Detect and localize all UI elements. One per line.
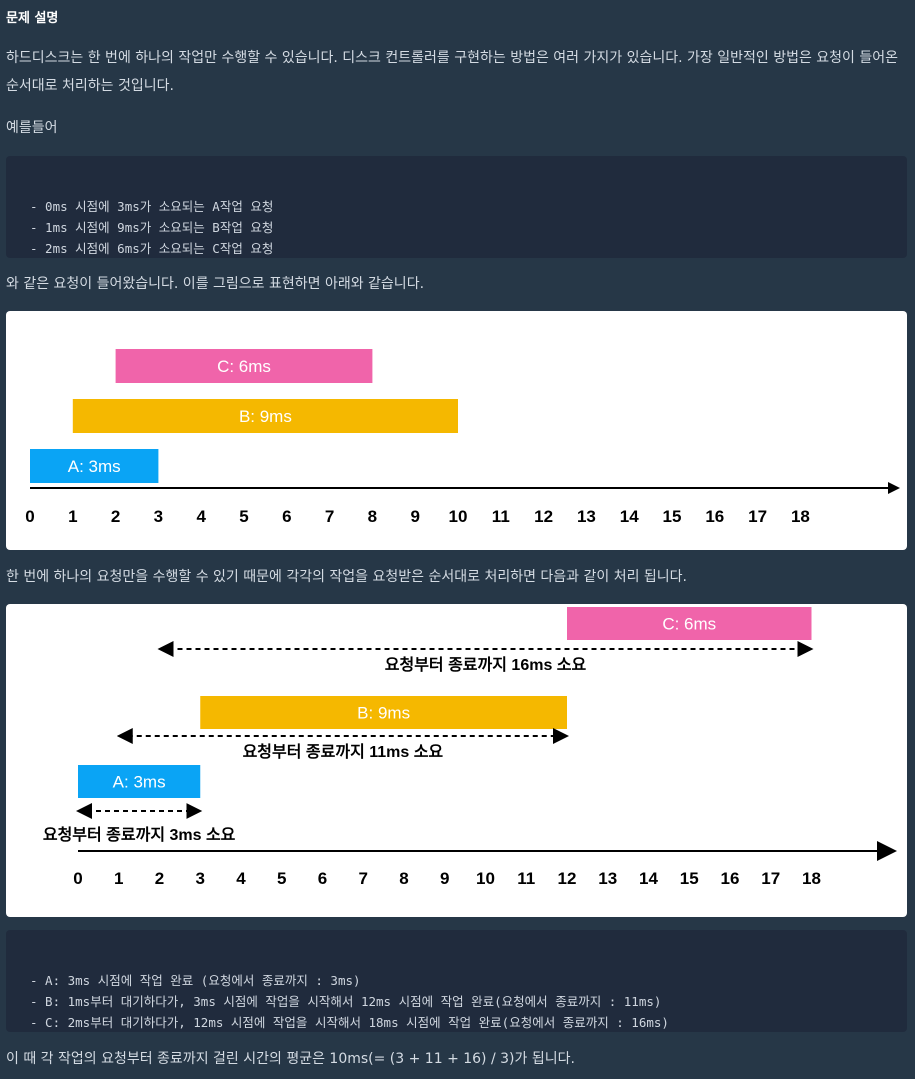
intro: 하드디스크는 한 번에 하나의 작업만 수행할 수 있습니다. 디스크 컨트롤러… <box>6 50 899 94</box>
example-label: 예를들어 <box>6 120 58 136</box>
tick-label: 2 <box>155 869 164 888</box>
tick-label: 15 <box>663 507 682 526</box>
tick-label: 5 <box>277 869 286 888</box>
code-line: - B: 1ms부터 대기하다가, 3ms 시점에 작업을 시작해서 12ms … <box>30 994 662 1009</box>
tick-label: 18 <box>791 507 810 526</box>
duration-label: 요청부터 종료까지 16ms 소요 <box>385 655 587 674</box>
tick-label: 18 <box>802 869 821 888</box>
duration-label: 요청부터 종료까지 3ms 소요 <box>43 825 236 844</box>
task-label: B: 9ms <box>357 704 410 723</box>
result-code: - A: 3ms 시점에 작업 완료 (요청에서 종료까지 : 3ms) - B:… <box>6 930 907 1032</box>
task-label: A: 3ms <box>113 773 166 792</box>
conclusion: 이 때 각 작업의 요청부터 종료까지 걸린 시간의 평균은 10ms(= (3… <box>6 1051 575 1067</box>
tick-label: 9 <box>410 507 419 526</box>
duration-label: 요청부터 종료까지 11ms 소요 <box>243 742 444 761</box>
tick-label: 11 <box>517 869 535 888</box>
tick-label: 17 <box>761 869 780 888</box>
tick-label: 14 <box>639 869 658 888</box>
tick-label: 13 <box>577 507 596 526</box>
tick-label: 17 <box>748 507 767 526</box>
task-label: C: 6ms <box>217 357 271 376</box>
tick-label: 8 <box>368 507 377 526</box>
heading: 문제 설명 <box>6 11 59 26</box>
tick-label: 3 <box>154 507 163 526</box>
tick-label: 5 <box>239 507 248 526</box>
tick-label: 6 <box>282 507 291 526</box>
fifo-intro: 한 번에 하나의 요청만을 수행할 수 있기 때문에 각각의 작업을 요청받은 … <box>6 569 688 585</box>
tick-label: 13 <box>598 869 617 888</box>
task-label: C: 6ms <box>662 615 716 634</box>
task-bar <box>30 449 159 483</box>
code-line: - A: 3ms 시점에 작업 완료 (요청에서 종료까지 : 3ms) <box>30 973 361 988</box>
code-line: - 2ms 시점에 6ms가 소요되는 C작업 요청 <box>30 241 274 256</box>
tick-label: 10 <box>449 507 468 526</box>
task-bar <box>567 607 812 640</box>
tick-label: 14 <box>620 507 639 526</box>
tick-label: 11 <box>492 507 510 526</box>
tick-label: 9 <box>440 869 449 888</box>
task-bar <box>200 696 567 729</box>
diagram: 0 1 2 3 4 5 6 7 8 9 10 11 12 13 14 15 16 17 18 A: 3ms B: 9ms… <box>6 604 907 917</box>
tick-label: 16 <box>705 507 724 526</box>
tick-label: 15 <box>680 869 699 888</box>
tick-label: 0 <box>73 869 82 888</box>
tick-label: 6 <box>318 869 327 888</box>
tick-label: 4 <box>236 869 246 888</box>
task-bar <box>72 399 459 433</box>
tick-label: 4 <box>196 507 206 526</box>
example-code: - 0ms 시점에 3ms가 소요되는 A작업 요청 - 1ms 시점에 9ms가… <box>6 156 907 258</box>
task-bar <box>78 765 201 798</box>
tick-label: 10 <box>476 869 495 888</box>
axis-arrowhead <box>888 482 900 494</box>
tick-label: 12 <box>534 507 553 526</box>
tick-label: 16 <box>721 869 740 888</box>
code-line: - 1ms 시점에 9ms가 소요되는 B작업 요청 <box>30 220 274 235</box>
tick-label: 7 <box>325 507 334 526</box>
task-label: A: 3ms <box>68 457 121 476</box>
diagram: 0 1 2 3 4 5 6 7 8 9 10 11 12 13 14 15 16 17 18 A: 3ms B: 9ms… <box>6 311 907 550</box>
tick-label: 1 <box>68 507 77 526</box>
tick-label: 12 <box>558 869 577 888</box>
code-line: - 0ms 시점에 3ms가 소요되는 A작업 요청 <box>30 199 274 214</box>
code-line: - C: 2ms부터 대기하다가, 12ms 시점에 작업을 시작해서 18ms… <box>30 1015 669 1030</box>
tick-label: 2 <box>111 507 120 526</box>
figure-intro: 와 같은 요청이 들어왔습니다. 이를 그림으로 표현하면 아래와 같습니다. <box>6 276 425 292</box>
tick-label: 0 <box>25 507 34 526</box>
task-label: B: 9ms <box>239 407 292 426</box>
tick-label: 1 <box>114 869 123 888</box>
tick-label: 8 <box>399 869 408 888</box>
tick-label: 7 <box>359 869 368 888</box>
tick-label: 3 <box>196 869 205 888</box>
task-bar <box>115 349 373 383</box>
